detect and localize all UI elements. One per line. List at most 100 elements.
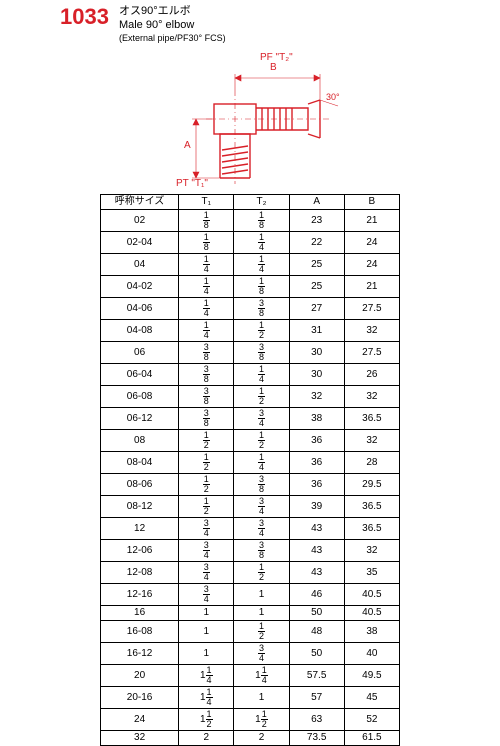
t2-cell: 38 [234,474,289,496]
a-cell: 36 [289,430,344,452]
table-row: 2011411457.549.5 [101,665,400,687]
dim-A-label: A [184,140,191,151]
b-cell: 21 [344,210,399,232]
a-cell: 23 [289,210,344,232]
a-cell: 25 [289,254,344,276]
a-cell: 39 [289,496,344,518]
b-cell: 29.5 [344,474,399,496]
t2-cell: 38 [234,298,289,320]
t2-cell: 14 [234,254,289,276]
th-size: 呼称サイズ [101,195,179,210]
title-block: オス90°エルボ Male 90° elbow (External pipe/P… [119,4,226,44]
b-cell: 38 [344,621,399,643]
a-cell: 50 [289,643,344,665]
t1-cell: 12 [179,430,234,452]
t1-cell: 14 [179,320,234,342]
a-cell: 36 [289,474,344,496]
t1-cell: 1 [179,643,234,665]
t1-cell: 12 [179,452,234,474]
b-cell: 24 [344,254,399,276]
spec-table: 呼称サイズ T₁ T₂ A B 021818232102-04181422240… [100,194,400,746]
size-cell: 32 [101,731,179,746]
t2-cell: 34 [234,496,289,518]
t1-cell: 112 [179,709,234,731]
a-cell: 43 [289,518,344,540]
pt-label: PT "T₁" [176,178,208,189]
b-cell: 35 [344,562,399,584]
table-row: 16-121345040 [101,643,400,665]
table-row: 06-1238343836.5 [101,408,400,430]
table-row: 0414142524 [101,254,400,276]
t2-cell: 34 [234,518,289,540]
b-cell: 52 [344,709,399,731]
table-row: 08-1212343936.5 [101,496,400,518]
t1-cell: 34 [179,540,234,562]
b-cell: 45 [344,687,399,709]
t1-cell: 14 [179,276,234,298]
th-a: A [289,195,344,210]
title-sub: (External pipe/PF30° FCS) [119,33,226,45]
size-cell: 12-16 [101,584,179,606]
t1-cell: 18 [179,210,234,232]
t1-cell: 2 [179,731,234,746]
size-cell: 08 [101,430,179,452]
table-header-row: 呼称サイズ T₁ T₂ A B [101,195,400,210]
a-cell: 57 [289,687,344,709]
dim-B-label: B [270,62,277,73]
b-cell: 26 [344,364,399,386]
a-cell: 48 [289,621,344,643]
t2-cell: 18 [234,210,289,232]
t1-cell: 38 [179,408,234,430]
a-cell: 63 [289,709,344,731]
elbow-svg [150,50,350,190]
size-cell: 02-04 [101,232,179,254]
size-cell: 04 [101,254,179,276]
size-cell: 06 [101,342,179,364]
size-cell: 06-04 [101,364,179,386]
size-cell: 12 [101,518,179,540]
t2-cell: 12 [234,430,289,452]
size-cell: 12-08 [101,562,179,584]
a-cell: 73.5 [289,731,344,746]
size-cell: 08-06 [101,474,179,496]
t1-cell: 38 [179,386,234,408]
table-row: 02-0418142224 [101,232,400,254]
t2-cell: 12 [234,386,289,408]
size-cell: 02 [101,210,179,232]
t1-cell: 114 [179,687,234,709]
title-jp: オス90°エルボ [119,4,226,18]
size-cell: 04-08 [101,320,179,342]
size-cell: 24 [101,709,179,731]
a-cell: 43 [289,540,344,562]
t2-cell: 38 [234,342,289,364]
b-cell: 49.5 [344,665,399,687]
b-cell: 40.5 [344,606,399,621]
b-cell: 32 [344,386,399,408]
a-cell: 38 [289,408,344,430]
t2-cell: 114 [234,665,289,687]
t1-cell: 114 [179,665,234,687]
size-cell: 08-12 [101,496,179,518]
t2-cell: 12 [234,320,289,342]
b-cell: 32 [344,430,399,452]
table-row: 12-163414640.5 [101,584,400,606]
a-cell: 22 [289,232,344,254]
table-row: 04-0614382727.5 [101,298,400,320]
t1-cell: 1 [179,606,234,621]
t2-cell: 34 [234,643,289,665]
t1-cell: 38 [179,364,234,386]
table-row: 0812123632 [101,430,400,452]
t1-cell: 34 [179,562,234,584]
table-row: 322273.561.5 [101,731,400,746]
b-cell: 27.5 [344,298,399,320]
t2-cell: 1 [234,687,289,709]
table-row: 0638383027.5 [101,342,400,364]
a-cell: 46 [289,584,344,606]
size-cell: 06-08 [101,386,179,408]
t1-cell: 34 [179,518,234,540]
t1-cell: 12 [179,496,234,518]
size-cell: 08-04 [101,452,179,474]
size-cell: 06-12 [101,408,179,430]
th-t2: T₂ [234,195,289,210]
t1-cell: 34 [179,584,234,606]
